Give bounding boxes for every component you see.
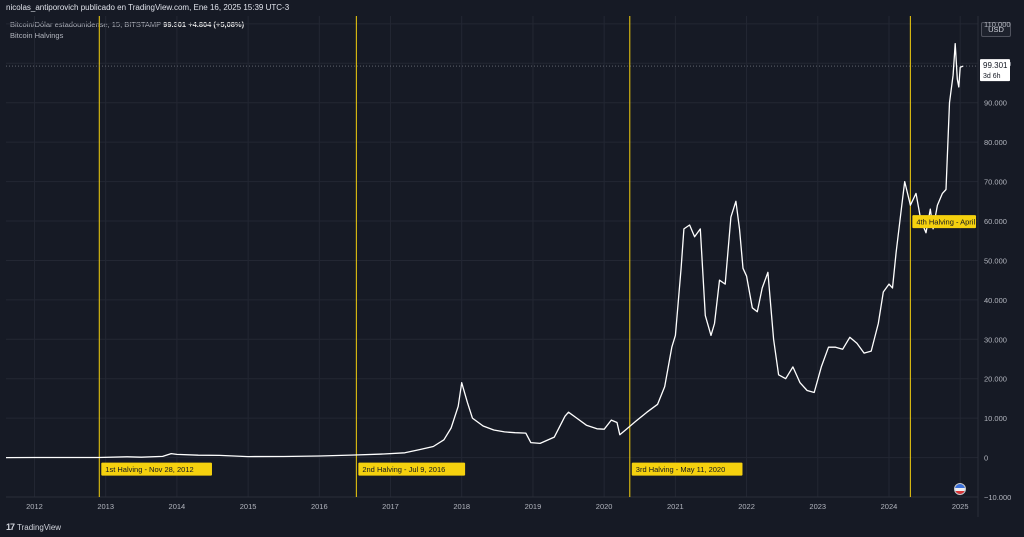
x-tick-label: 2024 bbox=[881, 502, 898, 511]
y-tick-label: 40.000 bbox=[984, 296, 1007, 305]
y-tick-label: 30.000 bbox=[984, 335, 1007, 344]
indicator-legend[interactable]: Bitcoin Halvings bbox=[10, 31, 64, 40]
price-change: +4.804 (+5,08%) bbox=[188, 20, 245, 29]
y-tick-label: 0 bbox=[984, 454, 988, 463]
header-bar bbox=[0, 0, 1024, 16]
halving-label-text: 4th Halving - April bbox=[916, 218, 975, 227]
halving-label: 1st Halving - Nov 28, 2012 bbox=[101, 462, 212, 476]
halving-label-box bbox=[358, 462, 466, 476]
last-price-box bbox=[980, 59, 1010, 82]
tradingview-logo-text: TradingView bbox=[17, 523, 62, 532]
price-series-line bbox=[5, 42, 964, 459]
x-tick-label: 2016 bbox=[311, 502, 328, 511]
x-tick-label: 2018 bbox=[453, 502, 470, 511]
y-tick-label: 110.000 bbox=[984, 20, 1011, 29]
chart-legend[interactable]: Bitcoin/Dólar estadounidense, 15, BITSTA… bbox=[10, 20, 244, 29]
halving-label-text: 1st Halving - Nov 28, 2012 bbox=[105, 465, 193, 474]
x-tick-label: 2014 bbox=[169, 502, 186, 511]
region-flag-icon[interactable] bbox=[954, 483, 966, 495]
halving-label: 2nd Halving - Jul 9, 2016 bbox=[358, 462, 466, 476]
x-tick-label: 2015 bbox=[240, 502, 257, 511]
x-tick-label: 2017 bbox=[382, 502, 399, 511]
x-tick-label: 2023 bbox=[809, 502, 826, 511]
y-tick-label: −10.000 bbox=[984, 493, 1011, 502]
x-tick-label: 2022 bbox=[738, 502, 755, 511]
halving-label-box bbox=[912, 215, 976, 229]
y-tick-label: 60.000 bbox=[984, 217, 1007, 226]
x-tick-label: 2021 bbox=[667, 502, 684, 511]
x-tick-label: 2019 bbox=[525, 502, 542, 511]
halving-label: 3rd Halving - May 11, 2020 bbox=[631, 462, 743, 476]
halving-label: 4th Halving - April bbox=[912, 215, 976, 229]
x-tick-label: 2020 bbox=[596, 502, 613, 511]
y-tick-label: 20.000 bbox=[984, 375, 1007, 384]
y-tick-label: 80.000 bbox=[984, 138, 1007, 147]
tradingview-logo-icon: 17 bbox=[6, 522, 15, 532]
x-tick-label: 2012 bbox=[26, 502, 43, 511]
x-tick-label: 2025 bbox=[952, 502, 969, 511]
x-tick-label: 2013 bbox=[97, 502, 114, 511]
y-tick-label: 50.000 bbox=[984, 256, 1007, 265]
last-value: 99.301 bbox=[163, 20, 187, 29]
halving-label-box bbox=[631, 462, 743, 476]
currency-button[interactable]: USD bbox=[981, 22, 1011, 37]
symbol-description: Bitcoin/Dólar estadounidense, 15, BITSTA… bbox=[10, 20, 162, 29]
last-price-value: 99.301 bbox=[983, 61, 1008, 70]
publisher-line: nicolas_antiporovich publicado en Tradin… bbox=[6, 3, 290, 12]
halving-label-text: 2nd Halving - Jul 9, 2016 bbox=[362, 465, 445, 474]
y-tick-label: 70.000 bbox=[984, 178, 1007, 187]
footer-bar bbox=[0, 517, 1024, 537]
last-price-countdown: 3d 6h bbox=[983, 73, 1001, 80]
y-tick-label: 10.000 bbox=[984, 414, 1007, 423]
y-tick-label: 90.000 bbox=[984, 99, 1007, 108]
halving-label-box bbox=[101, 462, 212, 476]
tradingview-logo[interactable]: 17 TradingView bbox=[6, 522, 61, 532]
halving-label-text: 3rd Halving - May 11, 2020 bbox=[636, 465, 726, 474]
